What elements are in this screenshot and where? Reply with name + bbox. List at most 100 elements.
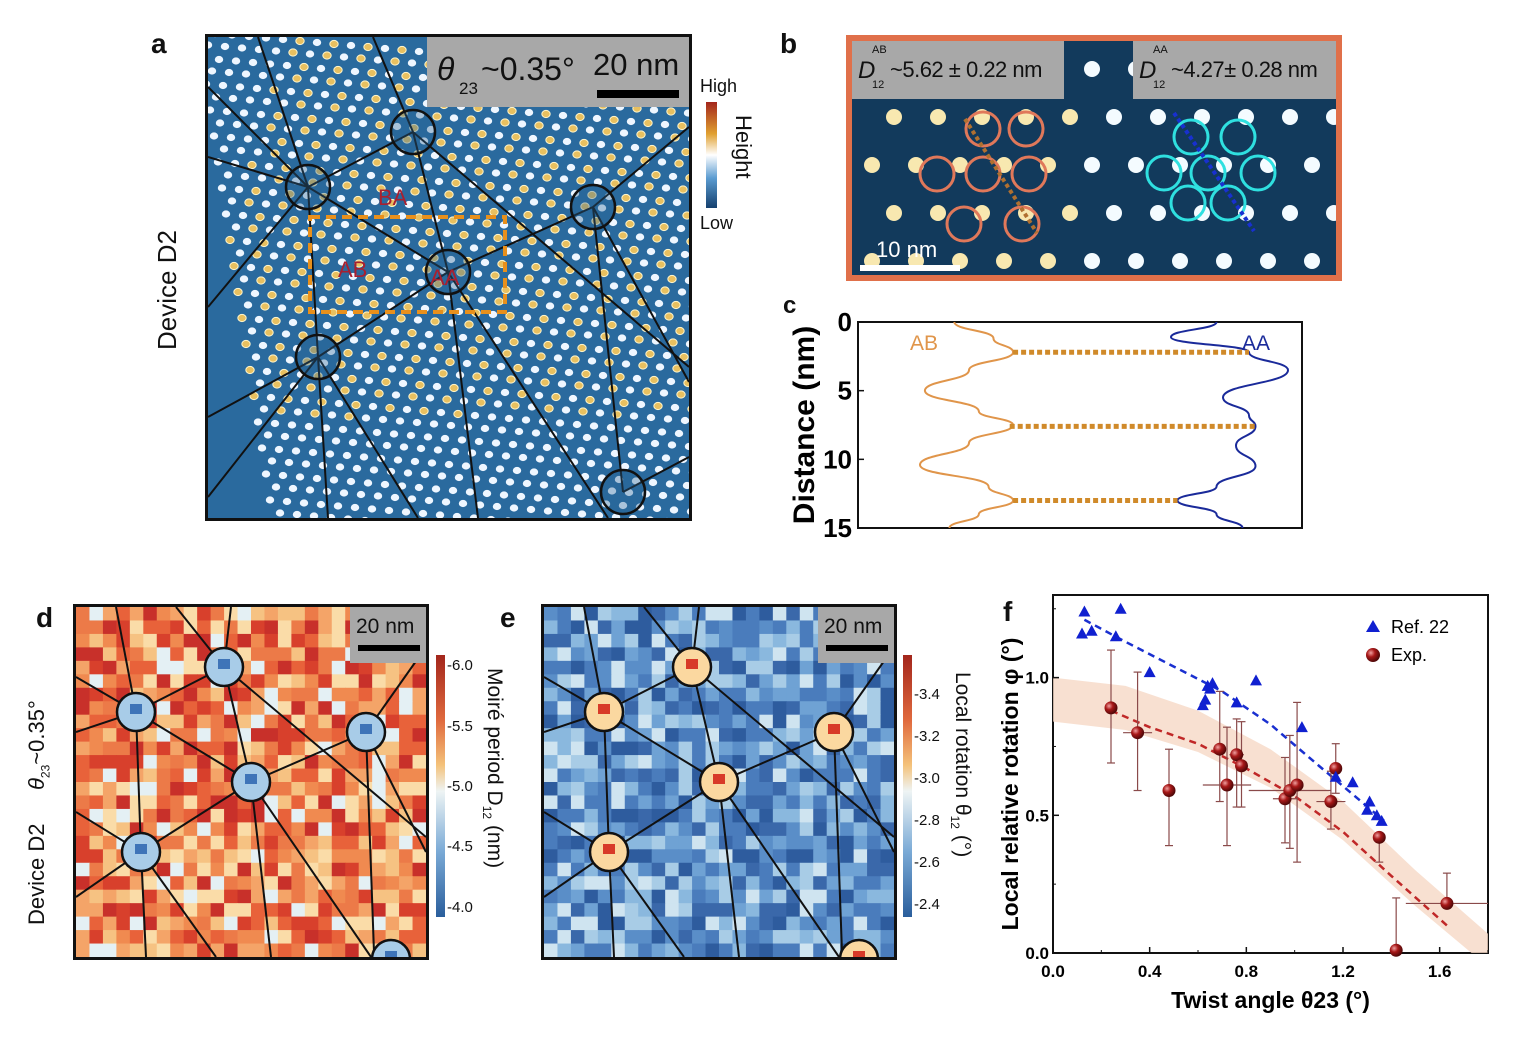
moire-spot (292, 510, 302, 518)
heatmap-cell (183, 647, 198, 662)
heatmap-cell (692, 755, 707, 770)
heatmap-cell (732, 930, 747, 945)
heatmap-cell (251, 741, 265, 756)
heatmap-cell (840, 822, 855, 837)
heatmap-cell (880, 862, 894, 877)
heatmap-cell (210, 607, 225, 621)
heatmap-cell (692, 728, 707, 743)
ab-site-circle (945, 205, 983, 243)
moire-spot (306, 383, 316, 392)
moire-spot (238, 211, 248, 220)
heatmap-cell (665, 768, 680, 783)
moire-spot (502, 183, 512, 192)
heatmap-cell (678, 620, 693, 635)
heatmap-cell (853, 835, 868, 850)
heatmap-cell (358, 687, 373, 702)
exp-data-point (1220, 778, 1234, 792)
heatmap-cell (89, 674, 104, 689)
domain-wall-line (208, 186, 309, 308)
domain-wall-line (307, 186, 449, 273)
heatmap-cell (772, 687, 787, 702)
heatmap-cell (638, 930, 653, 945)
heatmap-cell (584, 808, 599, 823)
heatmap-cell (156, 701, 171, 716)
heatmap-cell (853, 728, 868, 743)
heatmap-cell (840, 782, 855, 796)
moire-spot (323, 385, 333, 393)
moire-spot (254, 315, 264, 324)
heatmap-cell (399, 728, 414, 743)
aa-site-cell (853, 951, 865, 957)
moire-spot (405, 264, 415, 272)
exp-data-point (1235, 759, 1248, 773)
heatmap-cell (611, 755, 626, 770)
ref22-data-point (1143, 666, 1156, 678)
moire-spot (429, 420, 439, 428)
legend-label-exp: Exp. (1391, 645, 1427, 665)
moire-spot (421, 368, 431, 376)
moire-period-map: 20 nm (73, 604, 429, 960)
heatmap-cell (224, 889, 239, 904)
heatmap-cell (678, 714, 693, 729)
scalebar-label-a: 20 nm (593, 47, 680, 82)
heatmap-cell (867, 714, 882, 729)
heatmap-cell (129, 889, 144, 904)
heatmap-cell (399, 755, 414, 770)
moire-spot (636, 130, 646, 139)
heatmap-cell (705, 862, 720, 877)
heatmap-cell (624, 701, 639, 716)
heatmap-cell (385, 862, 400, 877)
heatmap-cell (304, 620, 319, 635)
heatmap-cell (799, 687, 814, 702)
heatmap-cell (385, 741, 400, 756)
moire-spot (229, 261, 239, 271)
heatmap-cell (116, 795, 131, 810)
moire-spot (208, 80, 211, 88)
heatmap-cell (584, 782, 599, 796)
heatmap-cell (638, 701, 653, 716)
heatmap-cell (840, 930, 855, 945)
moire-spot (607, 320, 617, 330)
heatmap-cell (331, 862, 346, 877)
moire-spot (560, 508, 570, 517)
domain-wall-line (208, 86, 309, 188)
heatmap-cell (867, 930, 882, 945)
heatmap-cell (291, 862, 306, 877)
moire-spot (625, 386, 635, 394)
ref22-data-point (1114, 602, 1127, 614)
heatmap-cell (210, 943, 225, 957)
heatmap-cell (385, 701, 400, 716)
moire-spot (418, 239, 428, 248)
moire-spot (346, 477, 356, 486)
moire-spot (333, 65, 343, 75)
heatmap-cell (129, 943, 144, 957)
heatmap-cell (372, 889, 387, 904)
exp-data-point (1162, 784, 1176, 798)
moire-spot (250, 289, 260, 298)
moire-spot (430, 317, 440, 326)
moire-spot (516, 492, 526, 501)
heatmap-cell (772, 822, 787, 837)
heatmap-cell (170, 930, 185, 945)
moire-spot (581, 369, 591, 379)
heatmap-cell (183, 660, 198, 675)
moire-spot (476, 232, 486, 241)
moire-spot (343, 79, 353, 87)
heatmap-cell (277, 808, 292, 823)
heatmap-cell (304, 795, 319, 810)
heatmap-cell (692, 741, 707, 756)
heatmap-cell (786, 674, 801, 689)
heatmap-cell (143, 795, 158, 810)
heatmap-cell (264, 943, 279, 957)
moire-spot (629, 245, 639, 255)
y-tick-label: 1.0 (1025, 669, 1049, 688)
moire-spot (407, 59, 417, 67)
heatmap-cell (156, 755, 171, 770)
heatmap-cell (358, 782, 373, 796)
heatmap-cell (544, 782, 558, 796)
heatmap-cell (210, 714, 225, 729)
scalebar-a (597, 90, 679, 98)
heatmap-cell (76, 822, 90, 837)
moire-spot (511, 299, 521, 307)
heatmap-cell (597, 930, 612, 945)
